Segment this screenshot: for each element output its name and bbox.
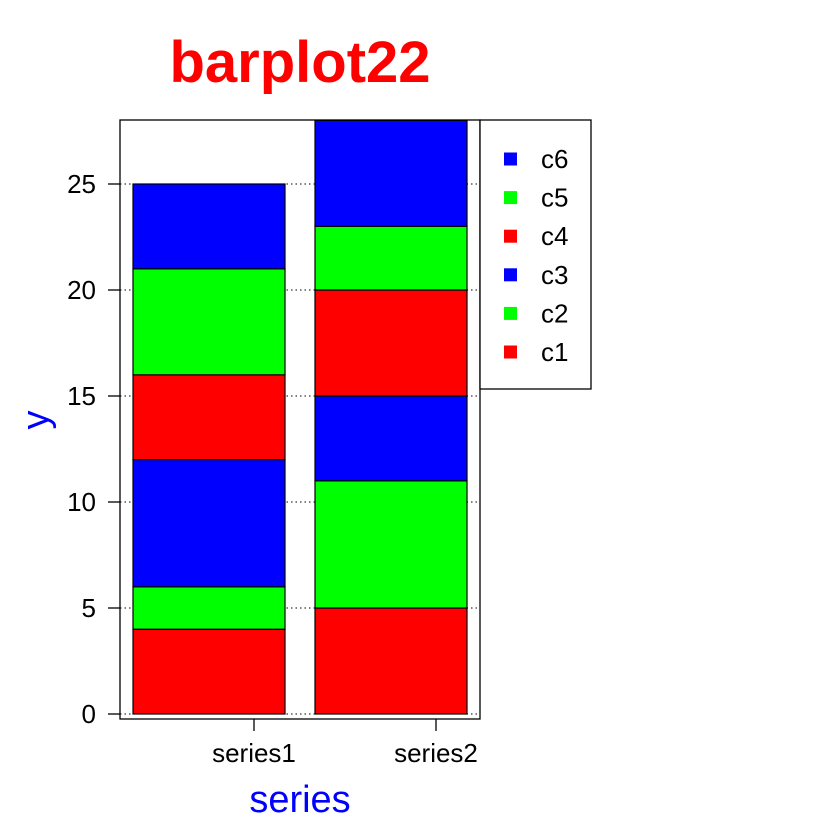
y-tick-label: 0 [82,699,96,729]
chart-title: barplot22 [169,30,430,95]
bars [132,119,468,715]
bar-segment-series1-c3 [132,459,286,588]
legend-label-c3: c3 [541,260,568,290]
y-tick-label: 10 [67,487,96,517]
bar-segment-series2-c5 [314,225,468,291]
legend-swatch-c2 [504,306,517,320]
legend-label-c5: c5 [541,183,568,213]
legend-swatch-c1 [504,345,517,359]
legend-label-c4: c4 [541,221,568,251]
bar-segment-series2-c4 [314,289,468,397]
bar-segment-series2-c2 [314,480,468,609]
legend-swatch-c4 [504,229,517,243]
y-tick-label: 15 [67,381,96,411]
x-tick-label: series2 [394,738,478,768]
bar-segment-series1-c1 [132,628,286,715]
legend-label-c2: c2 [541,298,568,328]
legend-label-c6: c6 [541,144,568,174]
legend-swatch-c6 [504,152,517,166]
legend-swatch-c5 [504,191,517,205]
bar-segment-series2-c6 [314,119,468,228]
x-axis: series1 series2 [212,719,478,768]
bar-segment-series1-c6 [132,183,286,270]
plot-frame [119,119,481,720]
bar-segment-series2-c1 [314,607,468,715]
x-axis-label: series [249,779,350,821]
bar-segment-series1-c4 [132,374,286,461]
legend: c6 c5 c4 c3 c2 c1 [479,119,592,390]
y-tick-label: 25 [67,169,96,199]
bar-segment-series2-c3 [314,395,468,482]
legend-label-c1: c1 [541,337,568,367]
bar-segment-series1-c5 [132,268,286,376]
y-axis-label: y [15,411,57,430]
x-tick-label: series1 [212,738,296,768]
y-axis: 0 5 10 15 20 25 [67,169,120,729]
bar-segment-series1-c2 [132,586,286,630]
y-tick-label: 20 [67,275,96,305]
legend-swatch-c3 [504,268,517,282]
legend-box [479,119,592,390]
y-tick-label: 5 [82,593,96,623]
